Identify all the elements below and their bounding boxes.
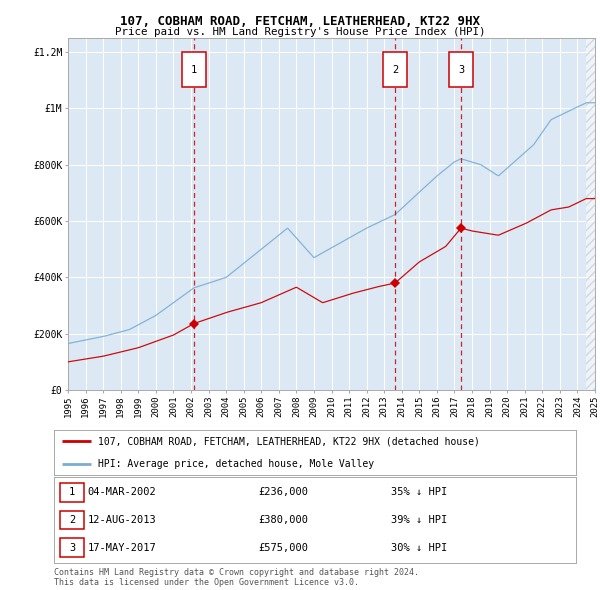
FancyBboxPatch shape [182, 52, 206, 87]
Text: 39% ↓ HPI: 39% ↓ HPI [391, 515, 448, 525]
Text: £575,000: £575,000 [259, 543, 308, 552]
Text: 04-MAR-2002: 04-MAR-2002 [88, 487, 156, 497]
Bar [60, 483, 84, 502]
Text: £236,000: £236,000 [259, 487, 308, 497]
FancyBboxPatch shape [383, 52, 407, 87]
Text: 107, COBHAM ROAD, FETCHAM, LEATHERHEAD, KT22 9HX (detached house): 107, COBHAM ROAD, FETCHAM, LEATHERHEAD, … [98, 436, 480, 446]
Text: 12-AUG-2013: 12-AUG-2013 [88, 515, 156, 525]
Text: 1: 1 [191, 65, 197, 75]
Bar [60, 538, 84, 557]
Text: £380,000: £380,000 [259, 515, 308, 525]
Text: 35% ↓ HPI: 35% ↓ HPI [391, 487, 448, 497]
Text: 30% ↓ HPI: 30% ↓ HPI [391, 543, 448, 552]
Text: 3: 3 [458, 65, 464, 75]
Text: Price paid vs. HM Land Registry's House Price Index (HPI): Price paid vs. HM Land Registry's House … [115, 27, 485, 37]
Text: Contains HM Land Registry data © Crown copyright and database right 2024.
This d: Contains HM Land Registry data © Crown c… [54, 568, 419, 588]
Text: 2: 2 [69, 515, 75, 525]
Bar [60, 510, 84, 529]
Text: 107, COBHAM ROAD, FETCHAM, LEATHERHEAD, KT22 9HX: 107, COBHAM ROAD, FETCHAM, LEATHERHEAD, … [120, 15, 480, 28]
Text: HPI: Average price, detached house, Mole Valley: HPI: Average price, detached house, Mole… [98, 459, 374, 468]
Text: 2: 2 [392, 65, 398, 75]
Text: 3: 3 [69, 543, 75, 552]
Text: 17-MAY-2017: 17-MAY-2017 [88, 543, 156, 552]
FancyBboxPatch shape [449, 52, 473, 87]
Text: 1: 1 [69, 487, 75, 497]
